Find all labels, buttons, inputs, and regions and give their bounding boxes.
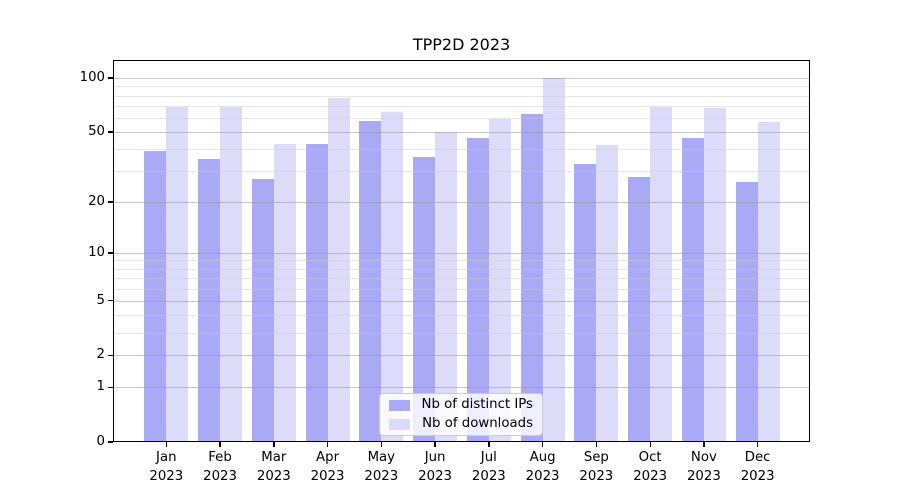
bar-distinct-ips-feb	[198, 159, 221, 442]
x-tick-mark	[273, 442, 275, 447]
x-tick-label-aug: Aug 2023	[525, 450, 560, 484]
bar-downloads-oct	[650, 107, 673, 442]
x-tick-mark	[757, 442, 759, 447]
x-tick-mark	[326, 442, 329, 447]
legend: Nb of distinct IPs Nb of downloads	[379, 393, 543, 436]
bar-downloads-apr	[327, 98, 350, 442]
bar-downloads-aug	[542, 78, 565, 442]
bar-distinct-ips-sep	[574, 163, 597, 442]
bar-downloads-jun	[435, 131, 458, 442]
y-tick-mark	[108, 300, 113, 302]
bar-distinct-ips-dec	[735, 182, 758, 442]
x-tick-label-may: May 2023	[364, 450, 399, 484]
bar-downloads-jul	[488, 119, 511, 442]
y-tick-mark	[108, 77, 113, 79]
x-tick-mark	[165, 442, 167, 447]
x-tick-label-apr: Apr 2023	[310, 450, 345, 484]
legend-swatch-distinct-ips	[389, 399, 410, 411]
y-tick-label-2: 2	[96, 347, 105, 363]
y-tick-label-10: 10	[88, 244, 105, 260]
bar-downloads-nov	[703, 108, 726, 442]
legend-item-distinct-ips: Nb of distinct IPs	[389, 397, 533, 413]
bar-distinct-ips-mar	[251, 179, 274, 442]
chart-title: TPP2D 2023	[412, 35, 511, 54]
plot-area: Nb of distinct IPs Nb of downloads	[113, 60, 810, 442]
x-tick-mark	[488, 442, 490, 447]
bar-distinct-ips-jun	[413, 157, 436, 442]
y-tick-label-0: 0	[96, 434, 105, 449]
x-tick-mark	[380, 442, 383, 447]
y-tick-mark	[108, 252, 113, 254]
legend-label-downloads: Nb of downloads	[422, 416, 533, 431]
bars-layer	[113, 60, 810, 442]
legend-swatch-downloads	[389, 418, 410, 430]
y-tick-mark	[108, 131, 113, 133]
bar-distinct-ips-jan	[144, 151, 167, 442]
x-tick-mark	[219, 442, 221, 447]
bar-downloads-feb	[220, 107, 243, 442]
bar-distinct-ips-jul	[466, 138, 489, 442]
bar-downloads-dec	[757, 121, 780, 442]
bar-downloads-may	[381, 111, 404, 442]
y-tick-label-5: 5	[96, 292, 105, 308]
x-tick-label-jan: Jan 2023	[149, 450, 184, 484]
y-tick-mark	[108, 201, 113, 203]
y-tick-mark	[108, 354, 113, 357]
x-tick-label-jul: Jul 2023	[471, 450, 506, 484]
x-tick-mark	[595, 442, 598, 447]
x-tick-label-nov: Nov 2023	[686, 450, 721, 484]
y-tick-label-50: 50	[88, 123, 105, 139]
y-tick-label-1: 1	[96, 379, 105, 395]
bar-distinct-ips-may	[359, 120, 382, 442]
bar-distinct-ips-apr	[305, 143, 328, 442]
x-tick-mark	[649, 442, 651, 447]
bar-downloads-sep	[596, 145, 619, 442]
x-tick-label-feb: Feb 2023	[203, 450, 237, 484]
x-tick-mark	[541, 442, 544, 447]
legend-label-distinct-ips: Nb of distinct IPs	[421, 397, 533, 412]
y-tick-label-20: 20	[88, 193, 105, 209]
bar-downloads-mar	[273, 143, 296, 442]
y-tick-mark	[108, 441, 113, 443]
bar-distinct-ips-nov	[681, 138, 704, 442]
bar-downloads-jan	[166, 107, 189, 442]
x-tick-label-oct: Oct 2023	[633, 450, 668, 484]
x-tick-label-dec: Dec 2023	[740, 450, 775, 484]
x-tick-mark	[434, 442, 436, 447]
x-tick-label-sep: Sep 2023	[579, 450, 614, 484]
x-tick-label-jun: Jun 2023	[418, 450, 452, 484]
y-tick-mark	[108, 386, 113, 389]
legend-item-downloads: Nb of downloads	[389, 416, 533, 432]
x-tick-label-mar: Mar 2023	[256, 450, 291, 484]
bar-distinct-ips-oct	[628, 176, 651, 442]
y-tick-label-100: 100	[79, 70, 105, 86]
x-tick-mark	[703, 442, 705, 447]
